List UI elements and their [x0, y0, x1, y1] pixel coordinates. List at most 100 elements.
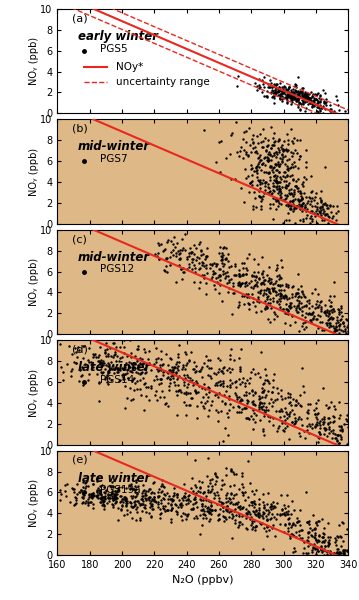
- Point: [171, 363, 177, 373]
- Point: [333, 321, 339, 331]
- Point: [245, 298, 251, 308]
- Point: [330, 428, 336, 438]
- Point: [265, 386, 270, 396]
- Point: [97, 358, 103, 367]
- Point: [315, 535, 321, 545]
- Point: [180, 234, 185, 244]
- Point: [161, 367, 167, 376]
- Point: [223, 497, 228, 506]
- Point: [233, 383, 239, 392]
- Point: [163, 266, 168, 275]
- Point: [290, 196, 296, 205]
- Point: [309, 103, 315, 112]
- Point: [336, 105, 341, 115]
- Point: [290, 95, 295, 104]
- Point: [125, 368, 130, 377]
- Point: [283, 407, 288, 417]
- Point: [173, 251, 179, 261]
- Point: [259, 160, 265, 169]
- Point: [270, 284, 275, 294]
- Point: [288, 92, 293, 101]
- Point: [146, 508, 152, 518]
- Point: [315, 98, 321, 107]
- Point: [97, 493, 103, 502]
- Point: [183, 400, 189, 409]
- Point: [236, 509, 242, 519]
- Point: [160, 502, 165, 511]
- Point: [292, 218, 298, 227]
- Point: [208, 371, 213, 380]
- Point: [279, 88, 284, 98]
- Point: [204, 506, 209, 515]
- Point: [102, 349, 108, 358]
- Point: [243, 388, 248, 397]
- Point: [292, 317, 298, 327]
- Point: [89, 493, 95, 503]
- Point: [291, 205, 297, 214]
- Point: [312, 524, 317, 533]
- Point: [265, 149, 271, 159]
- Point: [128, 349, 134, 358]
- Point: [180, 267, 186, 277]
- Point: [304, 89, 310, 99]
- Point: [247, 415, 252, 424]
- Point: [115, 485, 121, 495]
- Point: [73, 493, 79, 503]
- Point: [104, 498, 110, 508]
- Point: [277, 186, 283, 196]
- Point: [284, 176, 289, 185]
- Point: [298, 87, 304, 97]
- Point: [197, 487, 203, 497]
- Point: [336, 549, 341, 559]
- Point: [326, 203, 331, 213]
- Point: [305, 399, 311, 409]
- Point: [321, 101, 326, 111]
- Point: [334, 433, 339, 442]
- Point: [307, 400, 312, 409]
- Point: [102, 364, 107, 373]
- Point: [90, 362, 96, 372]
- Point: [286, 91, 292, 100]
- Point: [235, 522, 241, 532]
- Point: [169, 355, 174, 364]
- Point: [270, 181, 276, 191]
- Point: [62, 487, 68, 496]
- Point: [127, 366, 133, 376]
- Point: [322, 104, 328, 113]
- Point: [88, 491, 94, 501]
- Point: [260, 511, 265, 520]
- Point: [331, 416, 336, 426]
- Point: [230, 278, 236, 287]
- Point: [264, 532, 270, 541]
- Point: [104, 370, 110, 380]
- Point: [317, 420, 323, 430]
- Point: [116, 482, 121, 492]
- Point: [233, 510, 239, 520]
- Point: [119, 501, 125, 511]
- Point: [291, 88, 297, 98]
- Point: [292, 201, 297, 211]
- Point: [213, 505, 218, 515]
- Point: [319, 547, 325, 557]
- Point: [232, 174, 238, 184]
- Point: [236, 271, 242, 281]
- Point: [213, 259, 219, 269]
- Point: [145, 354, 151, 364]
- Point: [204, 503, 210, 513]
- Point: [297, 215, 303, 225]
- Point: [340, 427, 345, 436]
- Point: [255, 368, 261, 378]
- Point: [313, 419, 319, 429]
- Point: [172, 483, 177, 493]
- Point: [260, 191, 265, 200]
- Point: [165, 498, 171, 508]
- Point: [313, 94, 319, 104]
- Point: [275, 90, 281, 100]
- Point: [190, 254, 196, 263]
- Point: [292, 181, 298, 191]
- Point: [267, 176, 272, 185]
- Point: [220, 498, 226, 508]
- Point: [285, 89, 291, 98]
- Point: [168, 505, 174, 515]
- Point: [239, 487, 244, 496]
